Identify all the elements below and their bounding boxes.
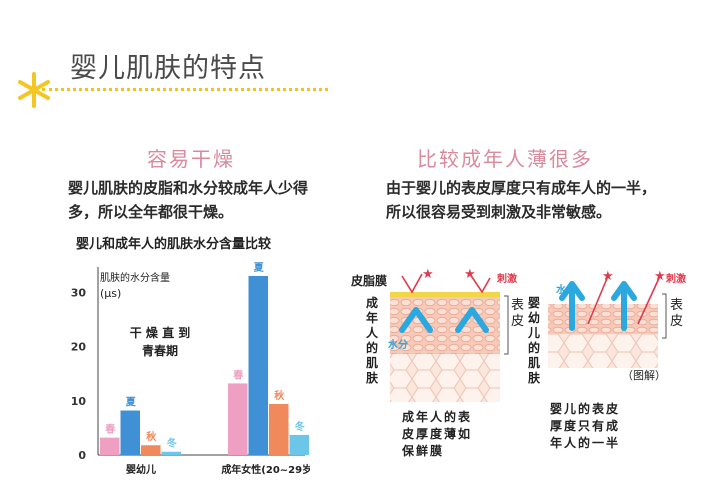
stimulus-arrow	[401, 273, 423, 294]
diagram-note: （图解）	[622, 369, 666, 382]
sebum-label: 皮脂膜	[351, 274, 388, 288]
chart-annotation-line2: 青春期	[142, 343, 178, 358]
asterisk-icon	[14, 70, 54, 110]
epidermis-label: 表皮	[511, 298, 525, 329]
season-label: 春	[105, 423, 115, 436]
baby-water-label: 水分	[556, 285, 576, 296]
season-label: 冬	[167, 437, 177, 450]
season-label: 秋	[274, 389, 285, 402]
adult-caption-line1: 成年人的表	[402, 410, 473, 424]
adult-caption-line2: 皮厚度薄如	[402, 427, 473, 441]
left-text-line2: 多，所以全年都很干燥。	[68, 203, 234, 221]
star-icon: ★	[464, 267, 476, 282]
season-label: 夏	[125, 397, 137, 409]
group-label: 成年女性(20~29岁)	[221, 463, 310, 476]
water-arrow	[455, 307, 489, 333]
adult-dermis	[390, 354, 500, 402]
star-icon: ★	[602, 269, 614, 284]
bar	[269, 404, 289, 455]
stimulus-arrow	[587, 275, 609, 325]
water-arrow	[559, 281, 585, 301]
season-label: 秋	[146, 430, 157, 443]
right-heading: 比较成年人薄很多	[417, 147, 593, 171]
title-dotted-rule	[42, 88, 328, 91]
baby-caption-line1: 婴儿的表皮	[550, 402, 621, 416]
bar	[120, 410, 140, 455]
bar	[228, 383, 248, 455]
star-icon: ★	[422, 267, 434, 282]
bar	[289, 434, 309, 455]
moisture-bar-chart: 0102030肌肤的水分含量(μs)春夏秋冬婴幼儿春夏秋冬成年女性(20~29岁…	[71, 262, 310, 476]
chart-annotation-line1: 干 燥 直 到	[130, 325, 191, 340]
page-title: 婴儿肌肤的特点	[70, 53, 266, 84]
adult-sebum-film	[390, 292, 500, 297]
y-tick-label: 20	[71, 341, 87, 354]
y-tick-label: 30	[71, 286, 87, 299]
star-icon: ★	[654, 269, 666, 284]
season-label: 夏	[253, 262, 265, 274]
epidermis-bracket	[504, 295, 509, 355]
bar	[248, 276, 268, 455]
adult-caption-line3: 保鲜膜	[402, 444, 445, 458]
baby-caption-line3: 年人的一半	[550, 436, 621, 450]
season-label: 春	[233, 368, 243, 381]
adult-skin-diagram: ★ ★	[390, 267, 509, 402]
baby-caption-line2: 厚度只有成	[550, 419, 621, 433]
bar	[100, 437, 120, 455]
bar	[161, 451, 181, 455]
baby-skin-label: 婴幼儿的肌肤	[528, 296, 541, 385]
stimulus-arrow	[637, 275, 661, 325]
right-text-line1: 由于婴儿的表皮厚度只有成年人的一半，	[386, 179, 657, 197]
water-arrow	[611, 281, 637, 301]
right-text-line2: 所以很容易受到刺激及非常敏感。	[386, 203, 612, 221]
baby-epidermis-label: 表皮	[670, 298, 684, 329]
y-axis-label: 肌肤的水分含量	[100, 271, 170, 284]
chart-title: 婴儿和成年人的肌肤水分含量比较	[76, 237, 272, 252]
group-label: 婴幼儿	[126, 463, 156, 476]
stimulus-arrow	[469, 273, 491, 294]
baby-skin-diagram: ★ ★	[548, 269, 667, 368]
y-axis-unit: (μs)	[100, 287, 121, 300]
stimulus-label: 刺激	[497, 274, 517, 285]
y-tick-label: 0	[78, 449, 86, 462]
water-label: 水分	[388, 340, 408, 351]
y-tick-label: 10	[71, 395, 87, 408]
water-arrow	[399, 307, 433, 333]
epidermis-bracket	[662, 293, 667, 339]
bar	[141, 445, 161, 455]
baby-epidermis	[548, 304, 658, 334]
left-text-line1: 婴儿肌肤的皮脂和水分较成年人少得	[68, 179, 309, 197]
baby-dermis	[548, 332, 658, 368]
adult-skin-label: 成年人的肌肤	[366, 296, 379, 385]
baby-stimulus-label: 刺激	[666, 274, 686, 285]
season-label: 冬	[295, 420, 305, 433]
left-heading: 容易干燥	[147, 147, 235, 171]
